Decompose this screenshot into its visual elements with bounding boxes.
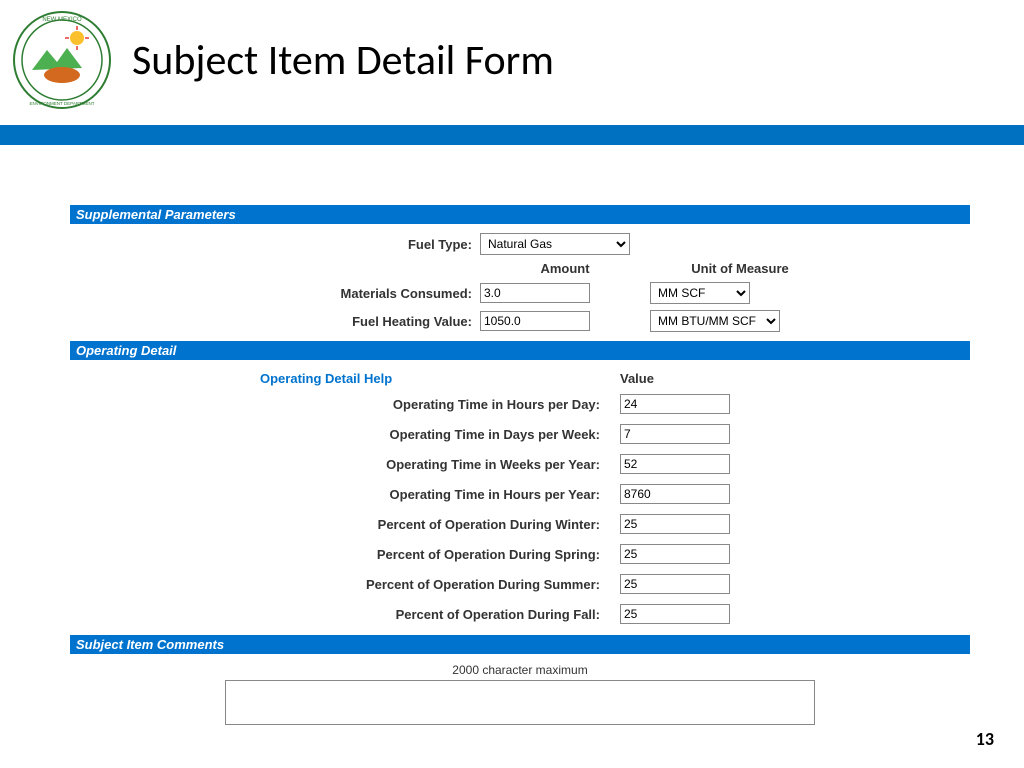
operating-row: Percent of Operation During Winter: [70, 509, 970, 539]
operating-row-label: Operating Time in Hours per Day: [70, 397, 620, 412]
operating-row-label: Percent of Operation During Fall: [70, 607, 620, 622]
operating-value-input[interactable] [620, 484, 730, 504]
operating-value-header: Value [620, 371, 654, 386]
operating-row: Operating Time in Weeks per Year: [70, 449, 970, 479]
operating-row: Operating Time in Hours per Year: [70, 479, 970, 509]
operating-body: Operating Detail Help Value Operating Ti… [70, 360, 970, 635]
comments-textarea[interactable] [225, 680, 815, 725]
operating-row: Operating Time in Hours per Day: [70, 389, 970, 419]
comments-body: 2000 character maximum [70, 654, 970, 734]
operating-row-label: Operating Time in Hours per Year: [70, 487, 620, 502]
fuel-heating-unit-select[interactable]: MM BTU/MM SCF [650, 310, 780, 332]
materials-consumed-label: Materials Consumed: [70, 286, 480, 301]
materials-consumed-unit-select[interactable]: MM SCF [650, 282, 750, 304]
operating-row-label: Percent of Operation During Spring: [70, 547, 620, 562]
operating-detail-help-link[interactable]: Operating Detail Help [260, 371, 392, 386]
operating-row-label: Operating Time in Days per Week: [70, 427, 620, 442]
fuel-heating-amount-input[interactable] [480, 311, 590, 331]
unit-column-header: Unit of Measure [650, 261, 830, 276]
title-divider-bar [0, 125, 1024, 145]
fuel-type-label: Fuel Type: [70, 237, 480, 252]
svg-text:NEW MEXICO: NEW MEXICO [42, 17, 82, 23]
section-header-comments: Subject Item Comments [70, 635, 970, 654]
materials-consumed-amount-input[interactable] [480, 283, 590, 303]
operating-value-input[interactable] [620, 394, 730, 414]
slide-page-number: 13 [976, 728, 994, 750]
fuel-heating-label: Fuel Heating Value: [70, 314, 480, 329]
operating-value-input[interactable] [620, 604, 730, 624]
page-title: Subject Item Detail Form [132, 35, 554, 86]
operating-row: Operating Time in Days per Week: [70, 419, 970, 449]
amount-column-header: Amount [480, 261, 650, 276]
operating-row: Percent of Operation During Summer: [70, 569, 970, 599]
section-header-operating: Operating Detail [70, 341, 970, 360]
form-area: Supplemental Parameters Fuel Type: Natur… [0, 145, 1024, 734]
operating-row-label: Operating Time in Weeks per Year: [70, 457, 620, 472]
operating-value-input[interactable] [620, 424, 730, 444]
nm-environment-dept-logo: NEW MEXICO ENVIRONMENT DEPARTMENT [12, 10, 112, 110]
operating-row: Percent of Operation During Spring: [70, 539, 970, 569]
operating-value-input[interactable] [620, 454, 730, 474]
svg-text:ENVIRONMENT DEPARTMENT: ENVIRONMENT DEPARTMENT [29, 101, 94, 106]
supplemental-body: Fuel Type: Natural Gas Amount Unit of Me… [70, 224, 970, 341]
operating-row: Percent of Operation During Fall: [70, 599, 970, 629]
comments-char-limit-note: 2000 character maximum [70, 660, 970, 680]
operating-row-label: Percent of Operation During Summer: [70, 577, 620, 592]
page-header: NEW MEXICO ENVIRONMENT DEPARTMENT Subjec… [0, 0, 1024, 125]
operating-value-input[interactable] [620, 544, 730, 564]
fuel-type-select[interactable]: Natural Gas [480, 233, 630, 255]
operating-value-input[interactable] [620, 574, 730, 594]
operating-value-input[interactable] [620, 514, 730, 534]
section-header-supplemental: Supplemental Parameters [70, 205, 970, 224]
operating-row-label: Percent of Operation During Winter: [70, 517, 620, 532]
